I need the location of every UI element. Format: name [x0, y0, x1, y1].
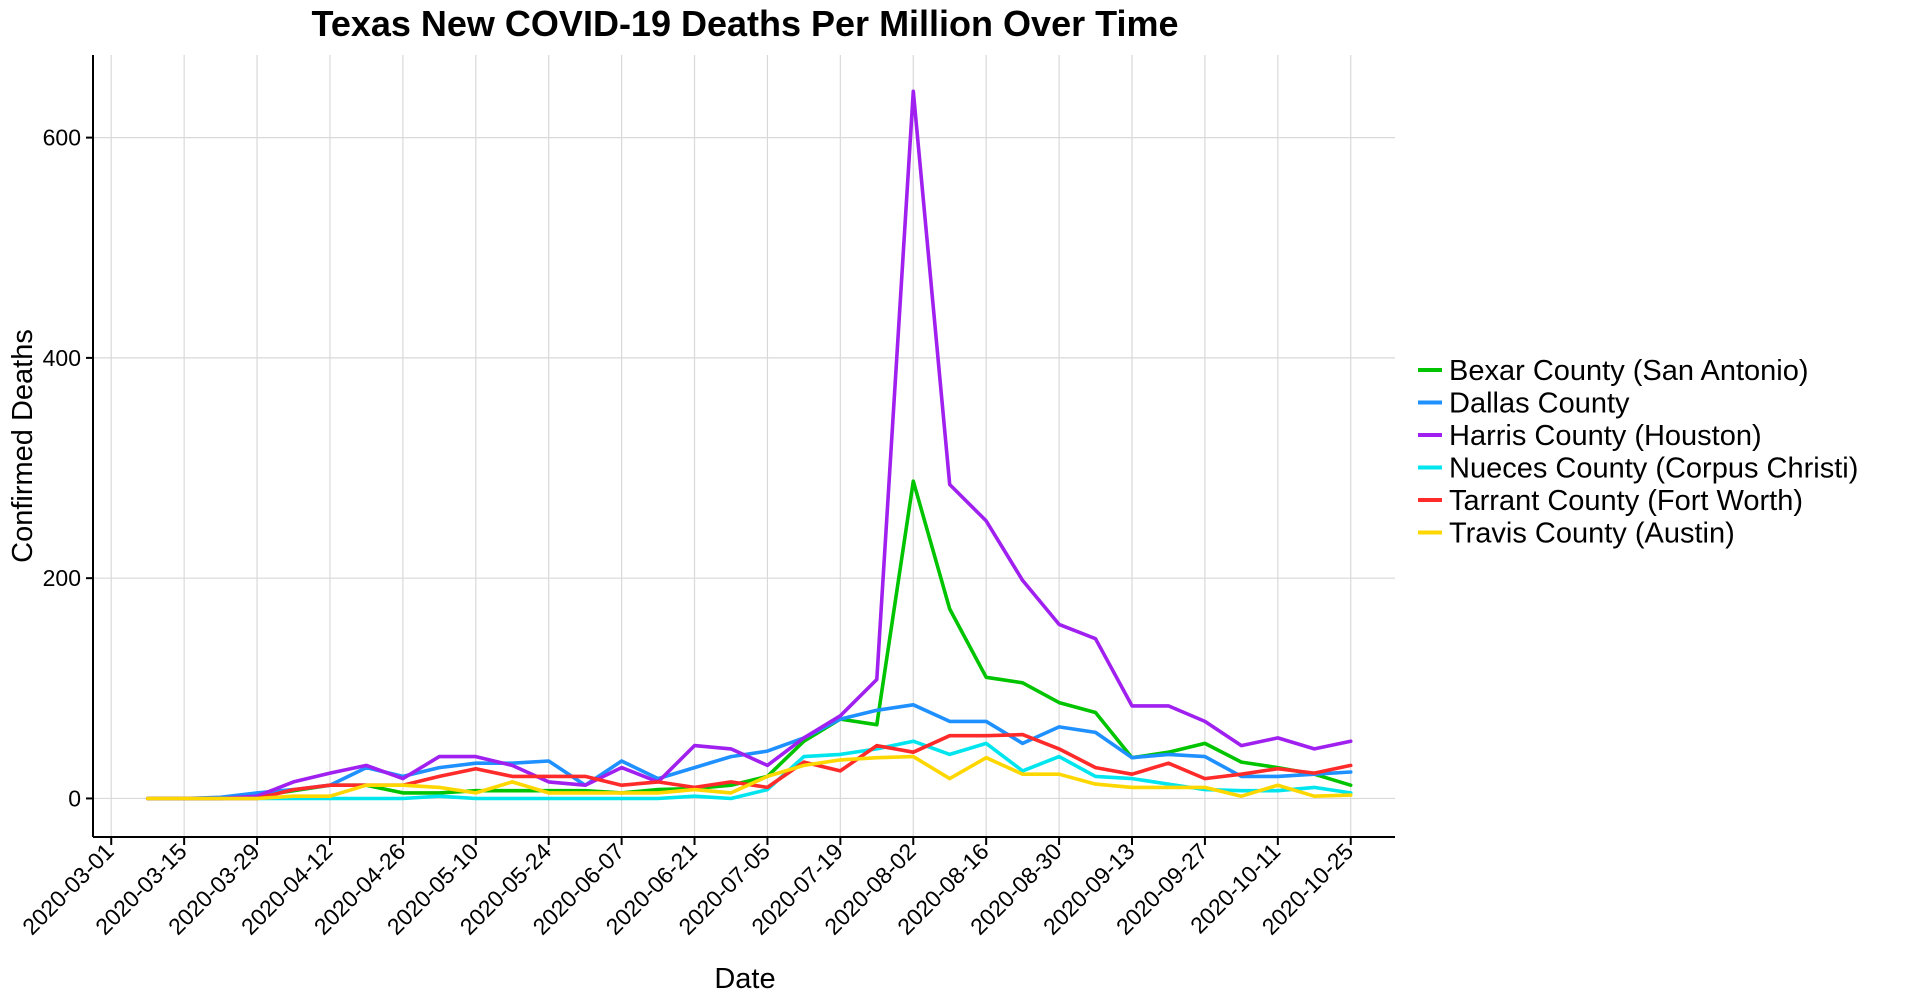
legend-label-2: Harris County (Houston) [1449, 420, 1762, 452]
legend-label-3: Nueces County (Corpus Christi) [1449, 453, 1858, 485]
legend: Bexar County (San Antonio)Dallas CountyH… [1418, 355, 1858, 550]
legend-label-1: Dallas County [1449, 388, 1630, 420]
y-axis-title: Confirmed Deaths [7, 329, 39, 563]
legend-label-4: Tarrant County (Fort Worth) [1449, 485, 1803, 517]
y-tick-label: 200 [43, 565, 81, 591]
x-axis-title: Date [714, 963, 775, 994]
chart-title: Texas New COVID-19 Deaths Per Million Ov… [312, 3, 1179, 44]
y-tick-label: 400 [43, 345, 81, 371]
axes-layer [92, 55, 1395, 838]
series-line-5 [145, 754, 1353, 801]
series-line-0 [145, 479, 1353, 801]
y-tick-label: 600 [43, 125, 81, 151]
legend-label-0: Bexar County (San Antonio) [1449, 355, 1808, 387]
series-line-3 [145, 739, 1353, 801]
y-tick-label: 0 [68, 785, 81, 811]
series-line-2 [145, 89, 1353, 801]
legend-label-5: Travis County (Austin) [1449, 518, 1735, 550]
y-tick-layer: 0 200 400 600 [43, 125, 93, 811]
x-tick-layer: 2020-03-012020-03-152020-03-292020-04-12… [17, 837, 1358, 940]
series-line-1 [145, 702, 1353, 801]
series-layer [145, 89, 1353, 801]
